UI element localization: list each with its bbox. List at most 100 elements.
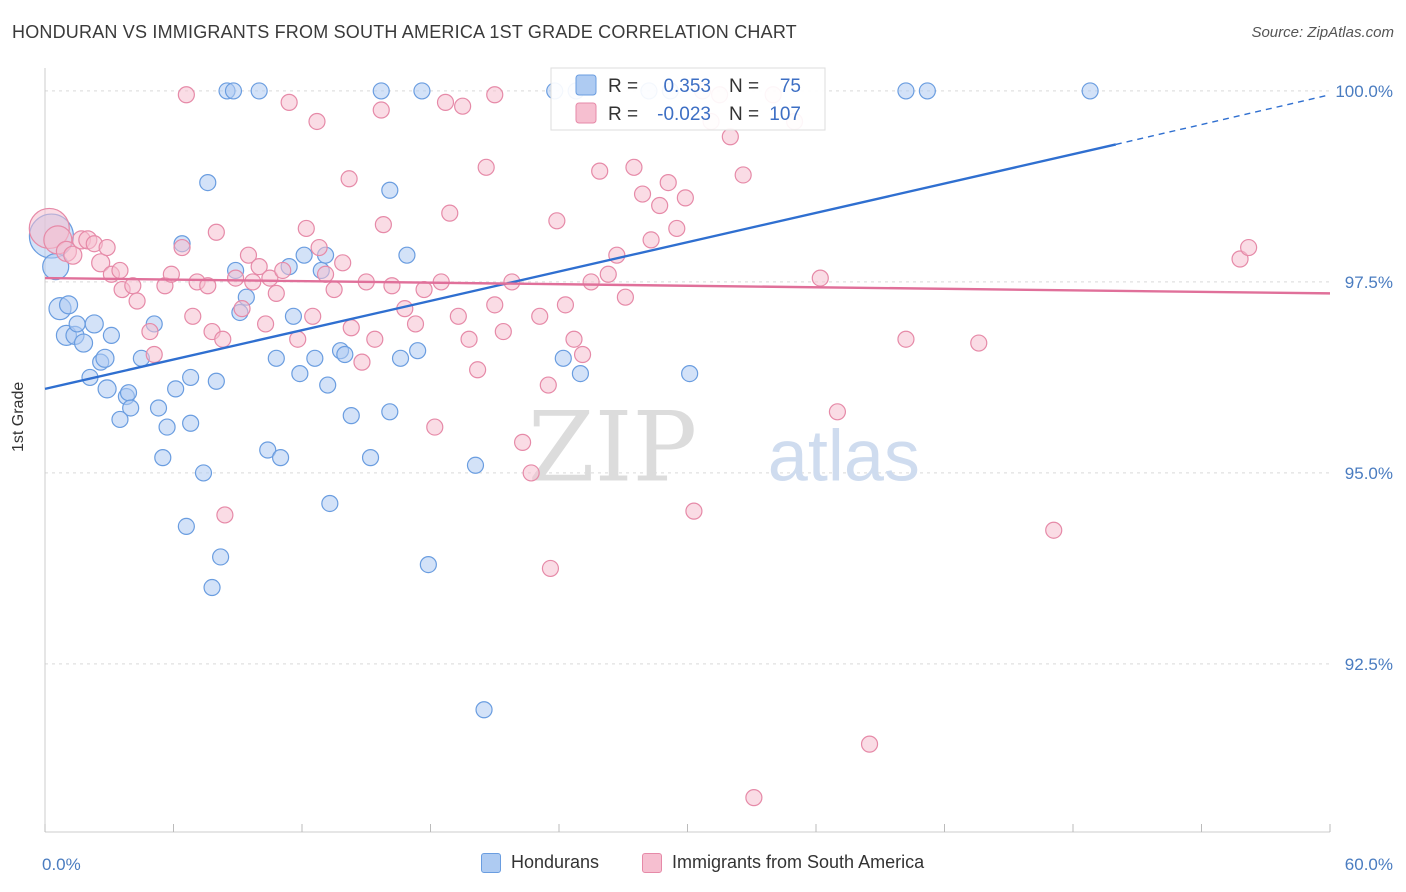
immigrant-point-96 [1240,238,1258,257]
immigrant-point-39 [325,280,343,299]
honduran-point-71 [897,82,915,100]
bottom-legend-hondurans: Hondurans [481,852,599,873]
legend-r-label-1: R = [608,76,638,97]
legend-r-value-1: 0.353 [663,76,711,97]
honduran-point-15 [119,384,138,402]
immigrant-point-94 [1045,521,1063,539]
immigrant-point-67 [573,345,592,364]
honduran-point-59 [398,246,416,264]
immigrant-point-29 [250,258,268,276]
immigrant-point-26 [233,300,251,318]
immigrant-point-97 [486,86,504,104]
immigrant-point-100 [454,97,472,115]
immigrant-point-85 [734,166,752,184]
immigrant-point-58 [494,322,512,341]
honduran-point-53 [342,407,360,425]
honduran-point-9 [84,314,104,334]
honduran-point-38 [250,82,268,100]
immigrant-point-27 [239,246,258,264]
immigrant-point-79 [676,189,694,207]
immigrant-point-40 [334,254,352,272]
honduran-point-62 [419,555,437,574]
immigrant-point-90 [828,403,847,421]
immigrant-point-8 [98,238,116,257]
immigrant-point-23 [207,223,225,241]
immigrant-point-54 [460,330,478,348]
chart-title: HONDURAN VS IMMIGRANTS FROM SOUTH AMERIC… [12,22,797,42]
y-tick-label-1: 97.5% [1345,273,1393,292]
immigrant-point-72 [616,288,634,306]
y-tick-label-2: 95.0% [1345,464,1393,483]
legend-n-value-1: 75 [780,76,801,97]
immigrant-point-28 [244,273,262,291]
immigrant-point-86 [745,789,763,807]
legend-r-value-2: -0.023 [657,104,711,125]
honduran-point-67 [571,365,590,383]
immigrant-point-52 [441,204,459,222]
honduran-point-21 [154,449,172,467]
immigrant-point-46 [383,277,401,295]
immigrant-point-103 [308,112,326,131]
honduran-point-73 [1081,82,1099,100]
immigrant-point-33 [274,261,292,280]
immigrant-point-19 [184,307,202,325]
immigrant-point-14 [141,322,159,341]
y-tick-label-0: 100.0% [1335,82,1393,101]
immigrant-point-61 [522,464,540,482]
immigrant-point-35 [297,219,315,238]
immigrant-point-68 [582,273,600,291]
watermark-zip: ZIP [528,392,697,504]
immigrant-point-17 [162,265,180,283]
x-tick-label-0: 0.0% [42,855,81,874]
honduran-point-41 [271,449,290,467]
legend-swatch-immigrants [575,102,597,124]
honduran-trend-extension [1115,94,1331,146]
honduran-point-28 [194,464,213,482]
immigrant-point-21 [199,277,217,295]
immigrant-point-41 [342,319,360,337]
honduran-point-20 [149,399,168,417]
honduran-point-61 [413,82,431,100]
honduran-point-11 [95,348,115,368]
chart-source: Source: ZipAtlas.com [1251,24,1394,41]
immigrant-point-18 [173,238,191,257]
honduran-point-65 [554,349,572,367]
honduran-point-32 [212,548,230,566]
immigrant-point-36 [304,307,322,325]
immigrant-point-92 [897,330,915,348]
immigrant-point-74 [633,185,652,203]
immigrant-point-73 [625,158,643,176]
bottom-legend-label-immigrants: Immigrants from South America [672,852,925,872]
stats-legend: R = 0.353 N = 75 R = -0.023 N = 107 [550,67,826,131]
immigrant-point-42 [353,353,371,371]
honduran-point-57 [381,403,399,421]
honduran-point-52 [336,345,354,364]
immigrant-point-30 [256,315,275,333]
immigrant-point-106 [177,86,195,104]
honduran-point-55 [372,82,390,100]
honduran-point-54 [361,449,380,467]
immigrant-point-76 [651,196,669,215]
immigrant-point-53 [449,307,467,325]
immigrant-point-48 [406,315,425,333]
immigrant-point-63 [539,376,557,394]
legend-n-value-2: 107 [769,104,801,125]
honduran-point-50 [321,494,339,513]
honduran-point-7 [73,333,94,353]
legend-n-label-2: N = [729,104,759,125]
honduran-point-4 [58,295,79,315]
honduran-point-63 [466,456,485,474]
immigrant-point-101 [372,101,390,119]
immigrant-point-64 [548,212,566,230]
bottom-swatch-immigrants [642,852,662,873]
bottom-legend-immigrants: Immigrants from South America [642,852,924,873]
immigrant-point-62 [531,307,549,325]
immigrant-point-13 [128,292,146,310]
immigrant-point-99 [541,559,560,578]
honduran-point-13 [97,379,117,399]
honduran-point-27 [182,414,200,432]
immigrant-point-98 [436,93,455,111]
honduran-point-26 [182,368,200,387]
immigrant-point-45 [374,216,392,234]
